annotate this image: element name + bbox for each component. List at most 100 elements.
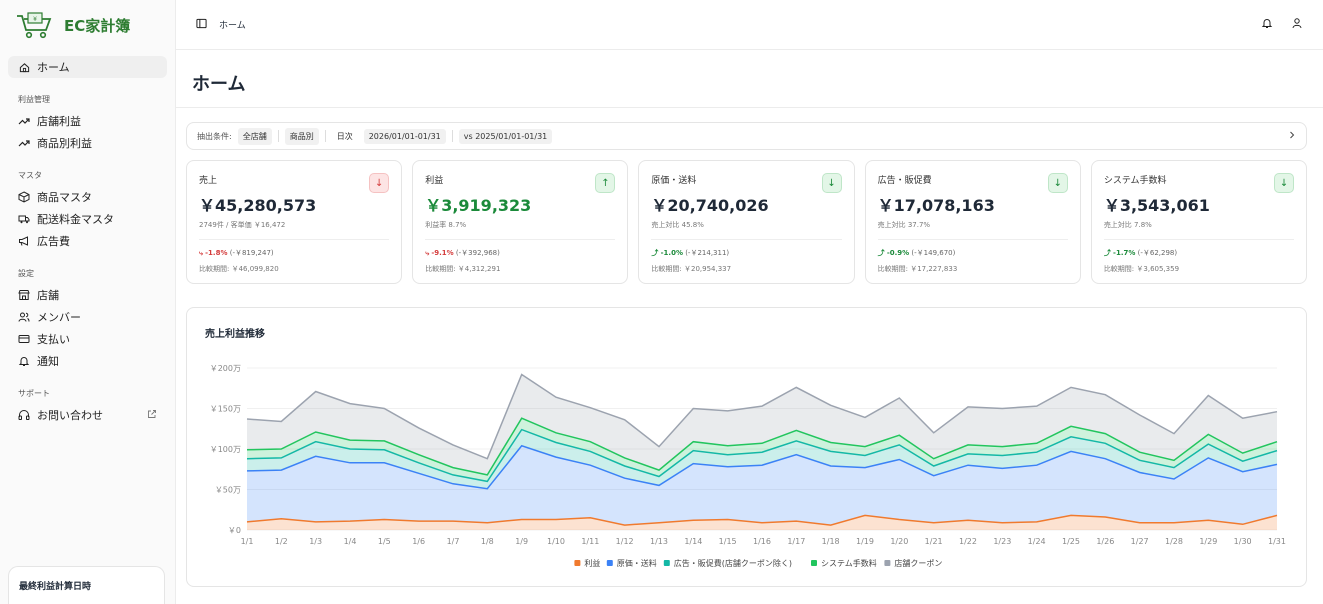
sidebar-item-members[interactable]: メンバー [8, 306, 167, 328]
card-pct: -1.8% [205, 249, 228, 257]
x-tick-label: 1/22 [959, 537, 977, 546]
x-tick-label: 1/27 [1131, 537, 1149, 546]
sidebar-item-ads[interactable]: 広告費 [8, 230, 167, 252]
sidebar-item-product-master[interactable]: 商品マスタ [8, 186, 167, 208]
sidebar-item-notifications[interactable]: 通知 [8, 350, 167, 372]
sidebar-item-home[interactable]: ホーム [8, 56, 167, 78]
breadcrumb: ホーム [219, 21, 246, 31]
x-tick-label: 1/1 [241, 537, 254, 546]
card-value: ￥3,919,323 [425, 196, 532, 215]
kpi-cards: 売上 ↓ ￥45,280,573 2749件 / 客単価 ￥16,472 ⤷ -… [186, 160, 1308, 284]
legend-swatch-cost [606, 560, 613, 566]
sidebar-item-label: ホーム [37, 61, 70, 74]
divider [451, 130, 453, 142]
sidebar-toggle-icon[interactable] [196, 18, 207, 32]
y-tick-label: ￥100万 [210, 445, 241, 454]
arrow-down-icon: ↓ [1047, 173, 1068, 193]
x-tick-label: 1/7 [447, 537, 460, 546]
card-change: ⤴ -1.0% (-￥214,311) [651, 248, 841, 258]
card-pct: -1.0% [660, 249, 683, 257]
card-delta: (-￥392,968) [455, 249, 500, 257]
section-label-support: サポート [18, 389, 50, 398]
legend-label-ads: 広告・販促費(店舗クーポン除く) [674, 558, 792, 568]
card-sub: 利益率 8.7% [425, 221, 467, 229]
card-pct: -1.7% [1113, 249, 1136, 257]
x-tick-label: 1/15 [719, 537, 737, 546]
svg-text:¥: ¥ [33, 16, 37, 23]
sidebar-item-shipping-master[interactable]: 配送料金マスタ [8, 208, 167, 230]
x-tick-label: 1/29 [1199, 537, 1217, 546]
sidebar-item-product-profit[interactable]: 商品別利益 [8, 132, 167, 154]
kpi-card-sales[interactable]: 売上 ↓ ￥45,280,573 2749件 / 客単価 ￥16,472 ⤷ -… [186, 160, 403, 284]
bell-icon[interactable] [1261, 17, 1273, 32]
sidebar-item-label: 広告費 [37, 235, 70, 248]
card-delta: (-￥214,311) [685, 249, 730, 257]
home-icon [18, 61, 30, 73]
arrow-down-icon: ↓ [821, 173, 842, 193]
users-icon [18, 311, 30, 323]
arrow-down-icon: ↓ [369, 173, 390, 193]
filter-grouping-chip[interactable]: 商品別 [284, 127, 319, 145]
kpi-card-profit[interactable]: 利益 ↑ ￥3,919,323 利益率 8.7% ⤷ -9.1% (-￥392,… [412, 160, 629, 284]
series-area-coupon [247, 374, 1277, 475]
kpi-card-cost[interactable]: 原価・送料 ↓ ￥20,740,026 売上対比 45.8% ⤴ -1.0% (… [638, 160, 855, 284]
sidebar-item-stores[interactable]: 店舗 [8, 284, 167, 306]
series-line-ads [246, 428, 1278, 483]
trend-up-icon [18, 115, 30, 127]
x-tick-label: 1/16 [753, 537, 771, 546]
x-tick-label: 1/28 [1165, 537, 1183, 546]
trend-up-icon: ⤴ [1103, 249, 1111, 257]
filter-interval-chip[interactable]: 日次 [336, 131, 353, 141]
page-title: ホーム [176, 50, 1323, 108]
card-delta: (-￥62,298) [1137, 249, 1178, 257]
card-label: 広告・販促費 [877, 176, 932, 186]
x-tick-label: 1/10 [547, 537, 565, 546]
legend-swatch-profit [574, 560, 581, 566]
legend-label-cost: 原価・送料 [617, 558, 657, 568]
card-pct: -0.9% [886, 249, 910, 257]
kpi-card-system-fee[interactable]: システム手数料 ↓ ￥3,543,061 売上対比 7.8% ⤴ -1.7% (… [1090, 160, 1308, 284]
stacked-area-chart: ￥0 ￥50万 ￥100万 ￥150万 ￥200万 1/1 1/2 1/3 1/4 1/5 1/6 1… [210, 364, 1286, 568]
filter-period-chip[interactable]: 2026/01/01-01/31 [363, 128, 446, 144]
x-tick-label: 1/20 [890, 537, 908, 546]
sidebar-item-label: 通知 [37, 355, 59, 368]
card-value: ￥17,078,163 [877, 196, 995, 215]
sidebar-item-payment[interactable]: 支払い [8, 328, 167, 350]
series-line-system [246, 417, 1278, 476]
card-sub: 売上対比 37.7% [877, 221, 931, 229]
card-change: ⤷ -9.1% (-￥392,968) [425, 248, 615, 258]
x-tick-label: 1/9 [515, 537, 528, 546]
x-tick-label: 1/2 [275, 537, 288, 546]
filter-compare-chip[interactable]: vs 2025/01/01-01/31 [458, 128, 553, 144]
chevron-right-icon[interactable] [1288, 131, 1296, 141]
store-icon [18, 289, 30, 301]
divider [651, 239, 842, 240]
card-change: ⤴ -0.9% (-￥149,670) [878, 248, 1068, 258]
bell-icon [18, 355, 30, 367]
card-label: 利益 [425, 176, 444, 186]
sidebar-item-contact[interactable]: お問い合わせ [8, 404, 167, 426]
brand[interactable]: ¥ EC家計簿 [0, 0, 175, 50]
filter-label: 抽出条件: [197, 131, 232, 141]
x-tick-label: 1/24 [1028, 537, 1046, 546]
legend-swatch-coupon [884, 560, 891, 566]
series-area-ads [247, 429, 1277, 489]
x-tick-label: 1/26 [1096, 537, 1114, 546]
sidebar-item-label: 商品別利益 [37, 137, 92, 150]
headphones-icon [18, 409, 30, 421]
y-tick-label: ￥50万 [215, 486, 241, 495]
sidebar-item-store-profit[interactable]: 店舗利益 [8, 110, 167, 132]
x-tick-label: 1/6 [412, 537, 425, 546]
package-icon [18, 191, 30, 203]
kpi-card-ads[interactable]: 広告・販促費 ↓ ￥17,078,163 売上対比 37.7% ⤴ -0.9% … [864, 160, 1081, 284]
filter-store-chip[interactable]: 全店舗 [237, 127, 272, 145]
user-icon[interactable] [1291, 17, 1303, 32]
sidebar-item-label: 支払い [37, 333, 70, 346]
legend-swatch-system [811, 560, 817, 566]
x-tick-label: 1/4 [344, 537, 357, 546]
card-compare: 比較期間: ￥17,227,833 [877, 265, 958, 273]
section-label-settings: 設定 [18, 269, 34, 278]
divider [324, 130, 326, 142]
filter-bar[interactable]: 抽出条件: 全店舗 商品別 日次 2026/01/01-01/31 vs 202… [186, 122, 1307, 150]
sidebar: ¥ EC家計簿 ホーム 利益管理 店舗利益 商品別利益 マスタ [0, 0, 176, 604]
